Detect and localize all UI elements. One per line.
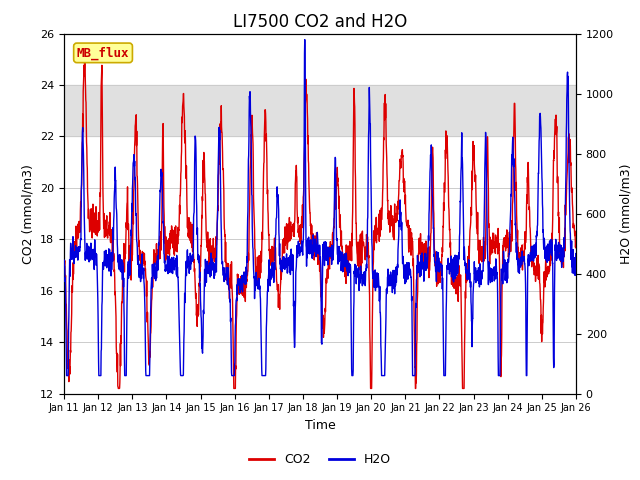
Title: LI7500 CO2 and H2O: LI7500 CO2 and H2O bbox=[233, 12, 407, 31]
Bar bbox=[64, 85, 576, 136]
Text: MB_flux: MB_flux bbox=[77, 46, 129, 60]
Y-axis label: CO2 (mmol/m3): CO2 (mmol/m3) bbox=[22, 164, 35, 264]
X-axis label: Time: Time bbox=[305, 419, 335, 432]
Legend: CO2, H2O: CO2, H2O bbox=[244, 448, 396, 471]
Y-axis label: H2O (mmol/m3): H2O (mmol/m3) bbox=[620, 163, 632, 264]
